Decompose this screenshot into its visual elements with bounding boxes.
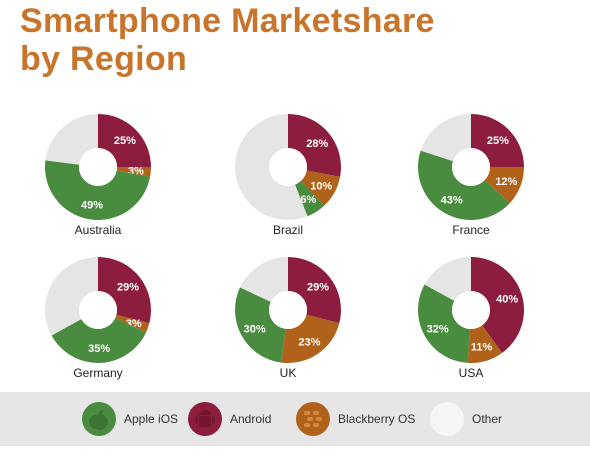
legend-item-android: Android [188,401,271,437]
data-label-germany-apple-ios: 35% [88,343,110,355]
slice-brazil-blackberry-os [301,170,341,206]
title-line-1: Smartphone Marketshare [20,2,435,40]
slice-australia-android [98,114,151,167]
slice-france-android [471,114,524,167]
data-label-france-apple-ios: 43% [441,195,463,207]
slice-germany-blackberry-os [115,314,150,333]
legend-label-apple-ios: Apple iOS [124,412,179,426]
chart-title: Smartphone Marketshare by Region [20,2,435,78]
region-label-australia: Australia [75,223,122,237]
donut-hole-germany [79,291,117,329]
donut-hole-france [452,148,490,186]
data-label-uk-apple-ios: 30% [244,323,266,335]
slice-uk-apple-ios [235,287,286,363]
data-label-usa-blackberry-os: 11% [471,341,493,353]
slice-germany-android [98,257,152,324]
slice-germany-other [44,257,98,336]
data-label-uk-blackberry-os: 23% [298,336,320,348]
legend: Apple iOS Android Blackberry OS Other [0,392,590,446]
android-icon [188,402,222,436]
donut-hole-usa [452,291,490,329]
region-label-usa: USA [459,366,484,380]
region-label-brazil: Brazil [273,223,303,237]
region-label-germany: Germany [73,366,122,380]
slice-usa-android [471,257,524,353]
data-label-usa-android: 40% [496,293,518,305]
donut-charts: 25%3%49%Australia28%10%6%Brazil25%12%43%… [44,113,524,380]
data-label-france-android: 25% [487,135,509,147]
legend-item-blackberry-os: Blackberry OS [296,401,415,437]
slice-france-apple-ios [418,150,510,221]
legend-item-other: Other [430,401,502,437]
donut-hole-australia [79,148,117,186]
data-label-brazil-apple-ios: 6% [300,194,316,206]
legend-label-blackberry-os: Blackberry OS [338,412,416,426]
legend-item-apple-ios: Apple iOS [82,401,178,437]
region-label-uk: UK [280,366,297,380]
slice-france-other [420,114,471,162]
apple-icon [82,402,116,436]
title-line-2: by Region [20,40,188,78]
blackberry-icon [296,402,330,436]
slice-germany-apple-ios [51,318,146,363]
legend-label-other: Other [472,412,503,426]
slice-brazil-android [288,114,341,177]
legend-label-android: Android [230,412,272,426]
data-label-australia-apple-ios: 49% [81,200,103,212]
donut-hole-brazil [269,148,307,186]
slice-france-blackberry-os [484,167,524,204]
slice-uk-other [240,257,288,302]
region-label-france: France [452,223,490,237]
data-label-usa-apple-ios: 32% [427,323,449,335]
slice-brazil-apple-ios [294,180,325,217]
data-label-france-blackberry-os: 12% [495,176,517,188]
data-label-germany-android: 29% [117,282,139,294]
slice-usa-apple-ios [418,284,470,363]
data-label-australia-android: 25% [114,135,136,147]
data-label-brazil-blackberry-os: 10% [310,180,332,192]
slice-australia-apple-ios [45,160,151,220]
data-label-uk-android: 29% [307,282,329,294]
other-swatch [430,402,464,436]
slice-usa-blackberry-os [467,325,503,363]
slice-australia-other [45,113,98,165]
slice-brazil-other [234,114,308,220]
slice-usa-other [424,257,471,301]
donut-hole-uk [269,291,307,329]
slice-uk-blackberry-os [281,314,340,363]
slice-australia-blackberry-os [116,167,151,177]
slice-uk-android [288,257,341,324]
data-label-brazil-android: 28% [306,138,328,150]
